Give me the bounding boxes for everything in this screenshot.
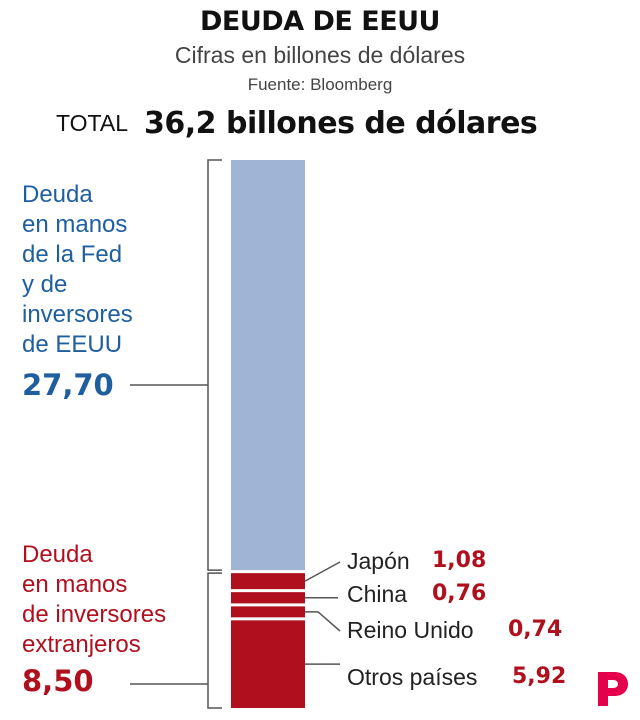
bar-segment-otros-paises	[231, 620, 305, 708]
segment-value-japon: 1,08	[432, 548, 487, 573]
chart-source: Fuente: Bloomberg	[247, 75, 393, 94]
domestic-label-line: y de	[22, 271, 68, 298]
foreign-group-value: 8,50	[22, 664, 94, 698]
foreign-label-line: de inversores	[22, 601, 167, 628]
bar-segment-china	[231, 592, 305, 604]
domestic-group-value: 27,70	[22, 368, 114, 402]
total-label: TOTAL	[56, 110, 128, 136]
domestic-label-line: Deuda	[22, 181, 93, 208]
segment-value-china: 0,76	[432, 581, 487, 606]
segment-label-otros-paises: Otros países	[347, 664, 478, 690]
domestic-label-line: inversores	[22, 301, 133, 328]
chart-title: DEUDA DE EEUU	[200, 6, 440, 37]
domestic-label-line: de la Fed	[22, 241, 123, 268]
domestic-group-label: Deuda en manos de la Fed y de inversores…	[22, 180, 133, 360]
segment-label-china: China	[347, 581, 408, 607]
foreign-label-line: Deuda	[22, 541, 93, 568]
bar-segment-reino-unido	[231, 606, 305, 618]
foreign-bracket	[207, 572, 222, 709]
foreign-label-line: extranjeros	[22, 631, 141, 658]
connector-reino-unido	[305, 611, 341, 632]
segment-value-otros-paises: 5,92	[512, 664, 567, 689]
publico-p-logo-icon	[598, 672, 628, 706]
segment-label-japon: Japón	[347, 548, 410, 574]
total-row: TOTAL 36,2 billones de dólares	[56, 106, 538, 141]
domestic-bracket	[207, 159, 222, 571]
segment-label-reino-unido: Reino Unido	[347, 617, 474, 643]
foreign-group-label: Deuda en manos de inversores extranjeros	[22, 540, 166, 660]
total-value: 36,2 billones de dólares	[144, 106, 538, 141]
bar-segment-domestic	[231, 160, 305, 571]
segment-value-reino-unido: 0,74	[508, 617, 563, 642]
foreign-label-line: en manos	[22, 571, 128, 598]
bar-segment-japon	[231, 573, 305, 590]
domestic-label-line: de EEUU	[22, 331, 123, 358]
chart-subtitle: Cifras en billones de dólares	[174, 42, 466, 68]
connector-japon	[304, 561, 341, 582]
domestic-label-line: en manos	[22, 211, 128, 238]
